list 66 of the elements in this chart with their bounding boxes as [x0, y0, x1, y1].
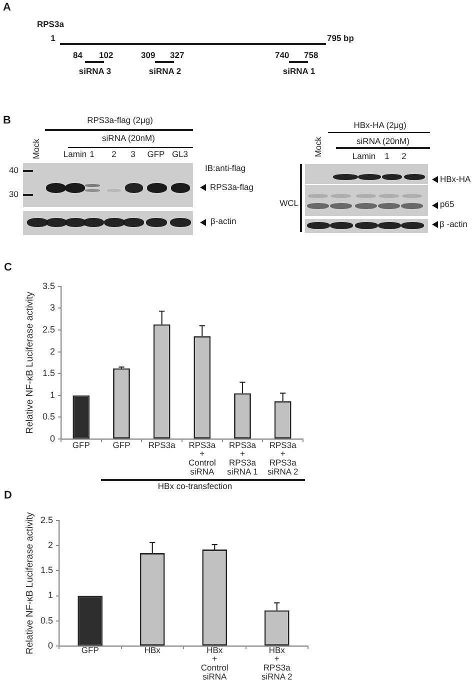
- text: 40: [9, 165, 18, 176]
- text: HBx co-transfection: [158, 481, 232, 492]
- x-tick-label: RPS3a + RPS3a siRNA 1: [227, 440, 258, 477]
- y-tick-label: 1.5: [40, 565, 53, 576]
- text: GL3: [172, 149, 188, 160]
- text: 2: [402, 151, 406, 162]
- x-tick-label: GFP: [72, 440, 90, 450]
- x-tick-label: RPS3a + Control siRNA: [188, 440, 216, 477]
- text: 327: [170, 50, 184, 61]
- x-tick-label: HBx + RPS3a siRNA 2: [262, 644, 292, 682]
- y-axis-title: Relative NF-κB Luciferase activity: [24, 512, 36, 654]
- text: 2: [112, 149, 116, 160]
- x-tick-label: HBx + Control siRNA: [200, 644, 228, 682]
- y-axis-title: Relative NF-κB Luciferase activity: [24, 291, 36, 434]
- text: 758: [304, 50, 318, 61]
- text: 1: [90, 149, 94, 160]
- text: A: [3, 2, 11, 14]
- text: Mock: [31, 138, 42, 160]
- y-tick-label: 1: [50, 390, 55, 400]
- text: WCL: [280, 198, 298, 209]
- chart-title: C: [4, 262, 12, 275]
- text: 84: [73, 50, 82, 61]
- text: RPS3a: [37, 19, 64, 30]
- text: siRNA 2: [148, 66, 182, 77]
- text: HBx-HA: [440, 174, 471, 185]
- text: β-actin: [210, 216, 236, 227]
- y-tick-label: 2: [50, 346, 55, 356]
- text: siRNA 3: [78, 66, 112, 77]
- x-tick-label: RPS3a: [148, 440, 176, 450]
- x-tick-label: RPS3a + RPS3a siRNA 2: [267, 440, 298, 477]
- y-tick-label: 3: [50, 302, 55, 313]
- y-tick-label: 0.5: [42, 412, 55, 422]
- text: HBx-HA (2μg): [354, 120, 406, 131]
- text: β -actin: [440, 218, 468, 230]
- text: Lamin: [63, 149, 87, 160]
- y-tick-label: 0: [50, 433, 55, 444]
- y-tick-label: 2: [48, 540, 53, 550]
- chart-title: D: [4, 489, 12, 502]
- text: 1: [384, 151, 390, 162]
- x-tick-label: GFP: [81, 644, 100, 655]
- y-tick-label: 0.5: [40, 615, 53, 626]
- text: 102: [99, 50, 114, 61]
- text: 309: [141, 50, 156, 61]
- text: Mock: [312, 136, 324, 158]
- x-tick-label: GFP: [112, 440, 131, 450]
- text: 795 bp: [327, 33, 354, 44]
- text: GFP: [147, 149, 165, 160]
- y-tick-label: 2.5: [42, 324, 55, 334]
- text: siRNA 1: [282, 66, 316, 77]
- text: B: [3, 114, 11, 127]
- text: IB:anti-flag: [205, 163, 246, 174]
- text: Lamin: [352, 151, 376, 162]
- y-tick-label: 1.5: [42, 368, 55, 378]
- text: 3: [130, 149, 136, 160]
- text: 30: [9, 189, 18, 200]
- text: RPS3a-flag: [210, 182, 254, 192]
- y-tick-label: 2.5: [40, 514, 53, 525]
- text: p65: [440, 199, 454, 210]
- x-tick-label: HBx: [144, 644, 162, 655]
- text: siRNA (20nM): [356, 136, 410, 146]
- text: RPS3a-flag (2μg): [87, 114, 153, 126]
- y-tick-label: 1: [48, 590, 53, 600]
- y-tick-label: 3.5: [42, 280, 55, 291]
- text: siRNA (20nM): [102, 133, 155, 144]
- text: 740: [275, 50, 290, 61]
- y-tick-label: 0: [48, 640, 53, 650]
